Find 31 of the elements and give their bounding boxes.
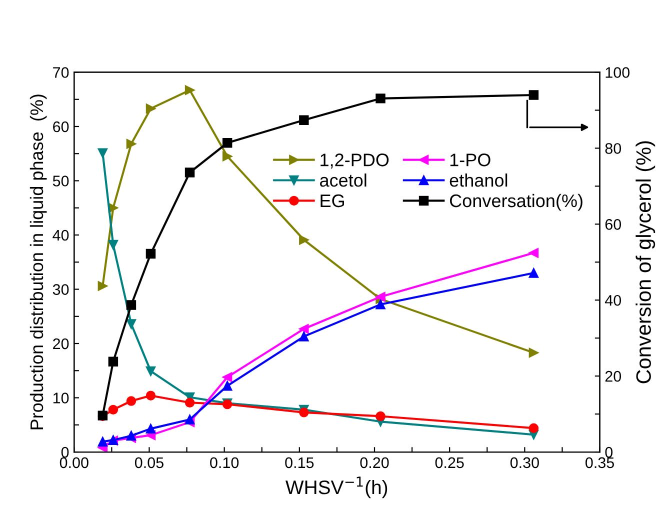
x-axis-title: WHSV$^{−1}$(h) (286, 476, 388, 498)
y-tick-label: 30 (52, 284, 69, 295)
x-tick-label: 0.25 (435, 457, 464, 468)
legend-label: 1,2-PDO (320, 154, 389, 168)
y2-tick-label: 20 (605, 370, 622, 382)
y-axis-title: Production distribution in liquid phase (%) (30, 94, 47, 430)
y2-axis-title: Conversion of glycerol (%) (636, 141, 656, 384)
legend-label: ethanol (450, 173, 508, 187)
y-tick-label: 40 (52, 230, 69, 241)
legend-label: 1-PO (450, 154, 490, 166)
y2-tick-label: 80 (605, 143, 622, 154)
x-tick-label: 0.15 (285, 457, 314, 468)
legend-label: EG (320, 194, 344, 208)
y2-tick-label: 100 (606, 67, 630, 78)
y-tick-label: 50 (52, 176, 69, 186)
y-tick-label: 70 (53, 67, 69, 78)
x-tick-label: 0.05 (134, 457, 164, 468)
y2-tick-label: 60 (605, 219, 622, 230)
y-tick-label: 60 (53, 121, 69, 132)
x-tick-label: 0.35 (586, 457, 614, 468)
x-tick-label: 0.00 (60, 457, 88, 468)
y-tick-label: 10 (53, 392, 69, 404)
y-tick-label: 0 (61, 446, 69, 458)
legend-label: Conversation(%) (450, 194, 582, 211)
y2-tick-label: 40 (604, 294, 622, 306)
x-tick-label: 0.10 (210, 457, 239, 468)
legend-label: acetol (320, 173, 366, 187)
y-tick-label: 20 (53, 338, 69, 350)
x-tick-label: 0.20 (360, 457, 389, 468)
y2-tick-label: 0 (605, 446, 613, 458)
x-tick-label: 0.30 (510, 457, 539, 468)
